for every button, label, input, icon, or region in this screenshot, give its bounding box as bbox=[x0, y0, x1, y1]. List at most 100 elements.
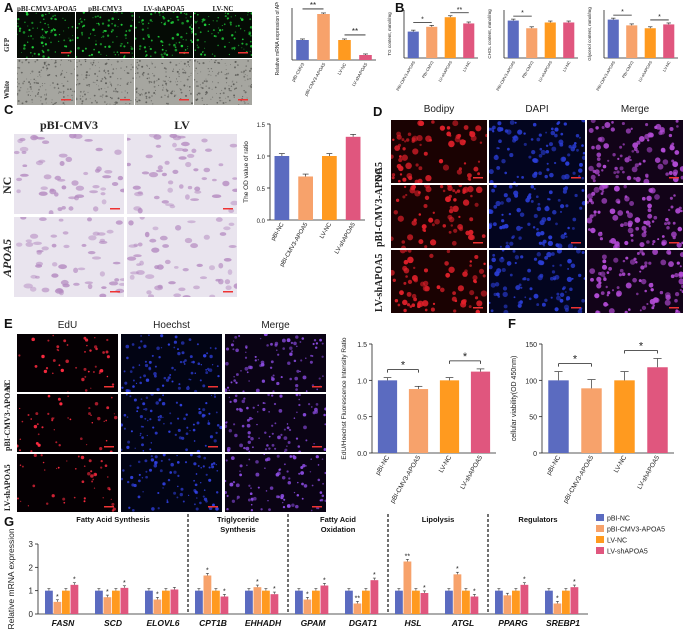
legend-swatch bbox=[596, 514, 604, 521]
significance-mark: * bbox=[573, 579, 576, 586]
bar bbox=[370, 580, 379, 614]
panel-d-micrograph bbox=[391, 185, 487, 248]
legend-label: LV-NC bbox=[607, 538, 627, 545]
significance-mark: * bbox=[621, 9, 624, 16]
bar bbox=[170, 589, 179, 614]
bar bbox=[408, 389, 429, 453]
gene-label: DGAT1 bbox=[349, 618, 377, 628]
significance-mark: * bbox=[123, 580, 126, 587]
x-tick-label: pBI-CMV3-APOA5 bbox=[279, 221, 309, 268]
x-tick-label: LV-NC bbox=[613, 454, 629, 474]
panel-a-micrograph bbox=[17, 59, 75, 105]
bar bbox=[439, 380, 460, 453]
bar bbox=[445, 590, 453, 614]
gene-label: GPAM bbox=[301, 618, 327, 628]
bar bbox=[663, 24, 675, 58]
legend-swatch bbox=[596, 525, 604, 532]
x-tick-label: LV-NC bbox=[337, 61, 348, 75]
bar bbox=[359, 55, 372, 60]
bar bbox=[503, 595, 512, 614]
bar bbox=[453, 574, 462, 614]
x-tick-label: LV-shAPOA5 bbox=[459, 454, 484, 491]
panel-d-row-label: pBI-CMV3-APOA5 bbox=[374, 161, 385, 247]
bar bbox=[103, 597, 112, 614]
bar bbox=[353, 603, 362, 614]
gene-label: CPT1B bbox=[199, 618, 227, 628]
gene-label: HSL bbox=[405, 618, 422, 628]
group-title: Fatty Acid Synthesis bbox=[76, 515, 150, 524]
panel-d-micrograph bbox=[489, 185, 585, 248]
bar bbox=[345, 136, 361, 220]
panel-d-row-label: LV-shAPOA5 bbox=[374, 253, 385, 312]
panel-e-row-label: pBI-CMV3-APOA5 bbox=[3, 383, 12, 451]
gene-label: SCD bbox=[104, 618, 122, 628]
bar bbox=[507, 20, 519, 59]
bar bbox=[362, 590, 370, 614]
y-tick-label: 50 bbox=[529, 415, 537, 422]
panel-e-col-label: Hoechst bbox=[153, 320, 190, 331]
bar bbox=[444, 17, 456, 58]
x-tick-label: pBI-NC bbox=[271, 221, 286, 242]
y-axis-label: Relative mRNA expression bbox=[6, 528, 16, 629]
bar bbox=[338, 40, 351, 60]
y-tick-label: 0.0 bbox=[257, 219, 266, 225]
panel-a-col-label: LV-NC bbox=[212, 5, 234, 13]
significance-mark: * bbox=[373, 572, 376, 579]
x-tick-label: LV-NC bbox=[462, 60, 472, 73]
bar bbox=[463, 23, 475, 58]
legend-swatch bbox=[596, 536, 604, 543]
panel-d-micrograph bbox=[587, 250, 683, 313]
bar bbox=[495, 590, 503, 614]
y-tick-label: 100 bbox=[525, 378, 537, 385]
panel-label-b: B bbox=[395, 0, 405, 15]
panel-label-d: D bbox=[373, 104, 383, 119]
bar bbox=[112, 590, 120, 614]
bar bbox=[296, 40, 309, 60]
panel-e-micrograph bbox=[17, 394, 118, 452]
group-title: Synthesis bbox=[220, 525, 255, 534]
bar bbox=[322, 156, 337, 220]
y-tick-label: 0 bbox=[533, 451, 537, 458]
y-tick-label: 1.5 bbox=[257, 123, 266, 129]
legend-label: pBI-CMV3-APOA5 bbox=[607, 527, 665, 534]
significance-mark: ** bbox=[352, 27, 358, 36]
significance-mark: * bbox=[106, 589, 109, 596]
significance-mark: * bbox=[223, 588, 226, 595]
bar bbox=[145, 590, 153, 614]
y-axis-label: TG content, mmol/mg bbox=[387, 12, 392, 56]
x-tick-label: LV-shAPOA5 bbox=[334, 221, 357, 255]
bar bbox=[412, 590, 420, 614]
bar bbox=[512, 590, 520, 614]
panel-d-col-label: DAPI bbox=[525, 104, 549, 115]
panel-c-row-label: NC bbox=[0, 176, 14, 194]
significance-mark: * bbox=[256, 579, 259, 586]
legend-label: LV-shAPOA5 bbox=[607, 549, 648, 556]
panel-d-micrograph bbox=[587, 185, 683, 248]
bar bbox=[520, 584, 529, 614]
x-tick-label: LV-NC bbox=[319, 221, 333, 239]
panel-d-micrograph bbox=[587, 120, 683, 183]
panel-e-micrograph bbox=[17, 454, 118, 512]
panel-c-micrograph bbox=[127, 217, 237, 297]
bar bbox=[45, 590, 53, 614]
panel-e-micrograph bbox=[225, 334, 326, 392]
bar bbox=[570, 587, 579, 614]
significance-mark: * bbox=[473, 588, 476, 595]
bar bbox=[203, 575, 212, 614]
y-tick-label: 0.5 bbox=[357, 415, 367, 422]
bar bbox=[245, 590, 253, 614]
panel-e-micrograph bbox=[121, 454, 222, 512]
bar bbox=[195, 590, 203, 614]
panel-a-micrograph bbox=[76, 59, 134, 105]
panel-label-e: E bbox=[4, 316, 13, 331]
y-axis-label: Relative mRNA expression of APOA5 bbox=[275, 2, 281, 75]
x-tick-label: LV-shAPOA5 bbox=[637, 59, 653, 82]
x-tick-label: pBI-CMV3-APOA5 bbox=[389, 454, 422, 504]
significance-mark: ** bbox=[457, 7, 463, 14]
x-tick-label: pBI-CMV3-APOA5 bbox=[562, 454, 595, 504]
bar bbox=[345, 590, 353, 614]
group-title: Oxidation bbox=[321, 525, 356, 534]
gene-label: PPARG bbox=[498, 618, 528, 628]
bar bbox=[317, 14, 330, 60]
